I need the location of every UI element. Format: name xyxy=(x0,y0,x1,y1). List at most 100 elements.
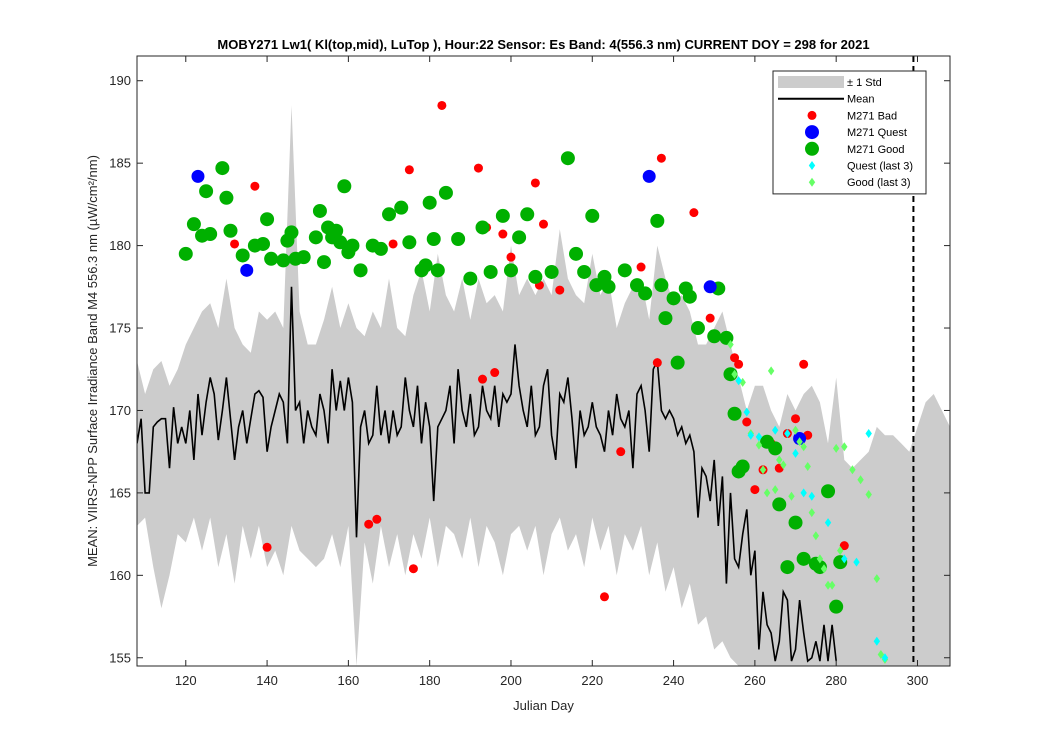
bad-point xyxy=(750,485,760,495)
good-point xyxy=(503,263,518,278)
legend-label: Good (last 3) xyxy=(847,177,911,189)
good-point xyxy=(264,251,279,266)
good-point xyxy=(585,208,600,223)
quest-last3-point xyxy=(853,557,860,567)
good-point xyxy=(345,238,360,253)
good-point xyxy=(312,203,327,218)
bad-point xyxy=(230,239,240,249)
x-tick-label: 300 xyxy=(907,673,929,688)
good-last3-point xyxy=(832,443,840,453)
good-last3-point xyxy=(857,475,864,485)
good-last3-point xyxy=(796,437,803,447)
good-point xyxy=(520,207,535,222)
good-point xyxy=(276,253,291,268)
x-tick-label: 200 xyxy=(500,673,522,688)
good-point xyxy=(512,230,527,245)
plot-frame xyxy=(136,55,951,667)
bad-point xyxy=(364,519,374,529)
quest-last3-point xyxy=(808,491,815,501)
good-point xyxy=(296,250,311,265)
bad-point xyxy=(689,208,699,218)
good-last3-point xyxy=(792,425,799,435)
good-point xyxy=(560,151,575,166)
good-last3-point xyxy=(731,369,738,379)
quest-last3-point xyxy=(800,488,807,498)
good-last3-point xyxy=(755,440,763,450)
good-point xyxy=(650,213,665,228)
good-last3-point xyxy=(804,462,811,472)
good-last3-point xyxy=(849,465,856,475)
axes-layer: 120 140 160 180 200 220 240 260 280 300 155 160 165 1… xyxy=(109,56,950,688)
good-point xyxy=(463,271,478,286)
quest-last3-point xyxy=(743,407,750,417)
bad-point xyxy=(616,447,626,457)
quest-last3-point xyxy=(735,376,742,386)
bad-point xyxy=(498,229,508,239)
good-point xyxy=(707,329,722,344)
good-last3-point xyxy=(776,455,783,465)
x-tick-label: 160 xyxy=(338,673,360,688)
good-point xyxy=(638,286,653,301)
good-point xyxy=(577,264,592,279)
bad-point xyxy=(652,358,662,368)
quest-point xyxy=(703,280,717,294)
legend-swatch-good xyxy=(805,141,819,156)
good-point xyxy=(426,232,441,246)
quest-last3-point xyxy=(755,432,763,442)
y-tick-label: 175 xyxy=(109,321,131,336)
y-axis-label: MEAN: VIIRS-NPP Surface Irradiance Band … xyxy=(85,155,100,567)
good-last3-point xyxy=(816,554,824,564)
good-point xyxy=(483,264,498,279)
bad-point xyxy=(730,353,740,363)
good-last3-point xyxy=(865,490,872,500)
good-point xyxy=(796,551,811,566)
bad-point xyxy=(530,178,540,188)
legend-swatch-quest-last3 xyxy=(808,161,816,170)
mean-line-layer xyxy=(137,286,837,663)
good-point xyxy=(780,560,795,575)
bad-point xyxy=(250,181,260,191)
chart-title: MOBY271 Lw1( Kl(top,mid), LuTop ), Hour:… xyxy=(217,37,869,52)
quest-point xyxy=(240,263,254,277)
good-last3-point xyxy=(837,546,844,556)
good-point xyxy=(735,459,750,474)
good-point xyxy=(768,441,783,456)
good-point xyxy=(353,263,368,278)
y-tick-label: 155 xyxy=(109,650,131,665)
good-last3-point xyxy=(841,442,848,452)
points-layer xyxy=(178,100,889,664)
bad-point xyxy=(372,514,382,524)
good-last3-point xyxy=(772,485,779,495)
bad-point xyxy=(408,564,418,574)
good-point xyxy=(544,264,559,279)
legend-swatch-good-last3 xyxy=(808,177,816,187)
good-point xyxy=(418,258,433,273)
y-tick-label: 185 xyxy=(109,156,131,171)
good-point xyxy=(235,248,250,263)
good-last3-point xyxy=(824,580,832,590)
x-tick-label: 220 xyxy=(581,673,603,688)
bad-point xyxy=(799,359,809,369)
good-last3-point xyxy=(812,531,820,541)
legend-label: M271 Good xyxy=(847,144,904,156)
good-last3-point xyxy=(780,460,787,470)
y-tick-label: 165 xyxy=(109,485,131,500)
bad-point xyxy=(490,368,500,378)
quest-last3-point xyxy=(841,554,848,564)
good-point xyxy=(670,355,685,370)
good-last3-point xyxy=(763,488,771,498)
good-point xyxy=(215,161,230,176)
legend-label: M271 Quest xyxy=(847,127,907,139)
good-point xyxy=(475,220,490,235)
good-last3-point xyxy=(828,580,836,590)
good-point xyxy=(203,227,218,242)
bad-point xyxy=(705,313,715,323)
good-point xyxy=(178,246,193,261)
good-point xyxy=(186,217,201,232)
bad-point xyxy=(791,414,801,424)
good-point xyxy=(829,599,844,614)
bad-point xyxy=(599,592,609,602)
bad-point xyxy=(437,100,447,110)
mean-line xyxy=(137,286,837,663)
good-point xyxy=(329,223,344,238)
